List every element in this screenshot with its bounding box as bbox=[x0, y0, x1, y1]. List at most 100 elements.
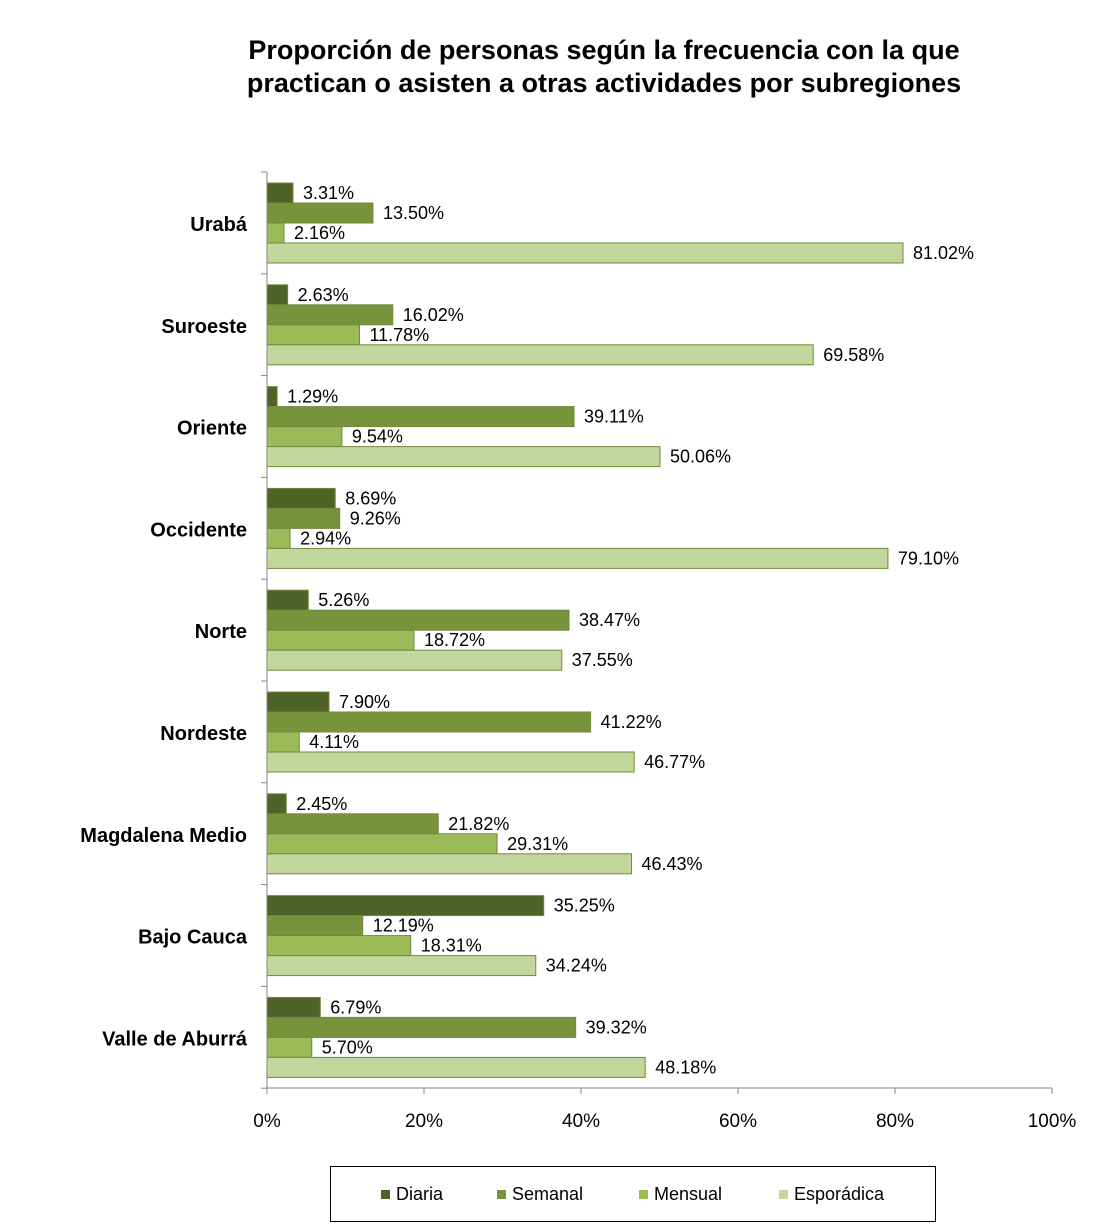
data-label-valle-de-aburra-mensual: 5.70% bbox=[322, 1037, 373, 1057]
chart-title-line-2: practican o asisten a otras actividades … bbox=[246, 68, 962, 98]
category-label-bajo-cauca: Bajo Cauca bbox=[138, 927, 248, 949]
legend-item-diaria: Diaria bbox=[381, 1184, 443, 1204]
legend-item-semanal: Semanal bbox=[497, 1184, 583, 1204]
bar-uraba-diaria bbox=[266, 182, 294, 204]
bar-occidente-diaria bbox=[266, 487, 336, 509]
data-label-uraba-mensual: 2.16% bbox=[294, 223, 345, 243]
legend-swatch-diaria bbox=[381, 1189, 390, 1199]
bar-nordeste-mensual bbox=[266, 731, 300, 753]
bar-valle-de-aburra-diaria bbox=[266, 996, 321, 1018]
legend-label-esporadica: Esporádica bbox=[794, 1183, 885, 1204]
category-label-occidente: Occidente bbox=[150, 519, 247, 541]
category-label-magdalena-medio: Magdalena Medio bbox=[80, 825, 247, 847]
data-label-nordeste-semanal: 41.22% bbox=[601, 712, 662, 732]
legend-swatch-semanal bbox=[497, 1189, 506, 1199]
bar-occidente-esporadica bbox=[266, 547, 889, 569]
data-label-suroeste-diaria: 2.63% bbox=[298, 285, 349, 305]
bar-suroeste-mensual bbox=[266, 324, 360, 346]
data-label-magdalena-medio-mensual: 29.31% bbox=[507, 834, 568, 854]
category-label-uraba: Urabá bbox=[190, 214, 248, 236]
bar-valle-de-aburra-semanal bbox=[266, 1016, 577, 1038]
data-label-oriente-mensual: 9.54% bbox=[352, 427, 403, 447]
legend-label-diaria: Diaria bbox=[396, 1183, 444, 1204]
bar-valle-de-aburra-mensual bbox=[266, 1036, 313, 1058]
data-label-nordeste-esporadica: 46.77% bbox=[644, 752, 705, 772]
chart-title-line-1: Proporción de personas según la frecuenc… bbox=[248, 35, 960, 65]
data-label-valle-de-aburra-diaria: 6.79% bbox=[330, 997, 381, 1017]
data-label-norte-esporadica: 37.55% bbox=[572, 650, 633, 670]
bar-occidente-semanal bbox=[266, 507, 341, 529]
bar-magdalena-medio-diaria bbox=[266, 793, 287, 815]
bar-nordeste-semanal bbox=[266, 711, 592, 733]
bar-magdalena-medio-semanal bbox=[266, 813, 439, 835]
legend-item-mensual: Mensual bbox=[639, 1184, 722, 1204]
legend-swatch-mensual bbox=[639, 1189, 648, 1199]
bar-magdalena-medio-esporadica bbox=[266, 853, 632, 875]
data-label-bajo-cauca-diaria: 35.25% bbox=[554, 896, 615, 916]
bar-suroeste-diaria bbox=[266, 284, 289, 306]
bar-oriente-semanal bbox=[266, 406, 575, 428]
bar-norte-esporadica bbox=[266, 649, 563, 671]
legend-swatch-esporadica bbox=[779, 1189, 788, 1199]
legend: Diaria Semanal Mensual Esporádica bbox=[330, 1166, 936, 1222]
data-label-nordeste-mensual: 4.11% bbox=[309, 732, 359, 752]
data-label-magdalena-medio-semanal: 21.82% bbox=[448, 814, 509, 834]
bar-oriente-mensual bbox=[266, 426, 343, 448]
data-label-uraba-esporadica: 81.02% bbox=[913, 243, 974, 263]
category-label-suroeste: Suroeste bbox=[161, 316, 247, 338]
bar-bajo-cauca-semanal bbox=[266, 915, 364, 937]
bar-oriente-diaria bbox=[266, 386, 278, 408]
labels-layer: Urabá 3.31% 13.50% 2.16% 81.02% Suroeste 2.63%… bbox=[80, 183, 1076, 1132]
data-label-bajo-cauca-esporadica: 34.24% bbox=[546, 956, 607, 976]
x-tick-label: 80% bbox=[876, 1111, 914, 1132]
data-label-occidente-semanal: 9.26% bbox=[350, 508, 401, 528]
category-label-valle-de-aburra: Valle de Aburrá bbox=[102, 1028, 248, 1050]
data-label-occidente-esporadica: 79.10% bbox=[898, 548, 959, 568]
data-label-oriente-semanal: 39.11% bbox=[584, 407, 644, 427]
bar-nordeste-diaria bbox=[266, 691, 330, 713]
x-tick-label: 20% bbox=[405, 1111, 443, 1132]
x-tick-label: 40% bbox=[562, 1111, 600, 1132]
data-label-bajo-cauca-semanal: 12.19% bbox=[373, 916, 434, 936]
axis-layer bbox=[261, 171, 1053, 1094]
bar-suroeste-esporadica bbox=[266, 344, 814, 366]
legend-item-esporadica: Esporádica bbox=[779, 1184, 884, 1204]
data-label-occidente-diaria: 8.69% bbox=[345, 488, 396, 508]
bar-suroeste-semanal bbox=[266, 304, 394, 326]
chart-title: Proporción de personas según la frecuenc… bbox=[0, 34, 1108, 100]
data-label-valle-de-aburra-esporadica: 48.18% bbox=[655, 1057, 716, 1077]
x-tick-label: 0% bbox=[253, 1111, 281, 1132]
data-label-suroeste-mensual: 11.78% bbox=[369, 325, 429, 345]
data-label-uraba-semanal: 13.50% bbox=[383, 203, 444, 223]
bar-nordeste-esporadica bbox=[266, 751, 635, 773]
data-label-oriente-diaria: 1.29% bbox=[287, 387, 338, 407]
data-label-uraba-diaria: 3.31% bbox=[303, 183, 354, 203]
category-label-oriente: Oriente bbox=[177, 418, 247, 440]
x-tick-label: 100% bbox=[1028, 1111, 1077, 1132]
data-label-nordeste-diaria: 7.90% bbox=[339, 692, 390, 712]
bar-norte-semanal bbox=[266, 609, 570, 631]
data-label-occidente-mensual: 2.94% bbox=[300, 528, 351, 548]
data-label-norte-mensual: 18.72% bbox=[424, 630, 485, 650]
data-label-norte-diaria: 5.26% bbox=[318, 590, 369, 610]
bar-uraba-esporadica bbox=[266, 242, 904, 264]
x-tick-label: 60% bbox=[719, 1111, 757, 1132]
bars-layer bbox=[266, 182, 904, 1078]
data-label-oriente-esporadica: 50.06% bbox=[670, 447, 731, 467]
legend-label-semanal: Semanal bbox=[512, 1183, 584, 1204]
data-label-magdalena-medio-diaria: 2.45% bbox=[296, 794, 347, 814]
bar-valle-de-aburra-esporadica bbox=[266, 1056, 646, 1078]
bar-chart: Urabá 3.31% 13.50% 2.16% 81.02% Suroeste 2.63%… bbox=[80, 171, 1076, 1132]
bar-norte-mensual bbox=[266, 629, 415, 651]
data-label-bajo-cauca-mensual: 18.31% bbox=[421, 936, 482, 956]
bar-norte-diaria bbox=[266, 589, 309, 611]
data-label-suroeste-semanal: 16.02% bbox=[403, 305, 464, 325]
bar-occidente-mensual bbox=[266, 527, 291, 549]
bar-oriente-esporadica bbox=[266, 446, 661, 468]
category-label-nordeste: Nordeste bbox=[160, 723, 247, 745]
data-label-magdalena-medio-esporadica: 46.43% bbox=[641, 854, 702, 874]
data-label-valle-de-aburra-semanal: 39.32% bbox=[586, 1017, 647, 1037]
category-label-norte: Norte bbox=[195, 621, 247, 643]
legend-label-mensual: Mensual bbox=[654, 1183, 723, 1204]
bar-bajo-cauca-esporadica bbox=[266, 955, 537, 977]
